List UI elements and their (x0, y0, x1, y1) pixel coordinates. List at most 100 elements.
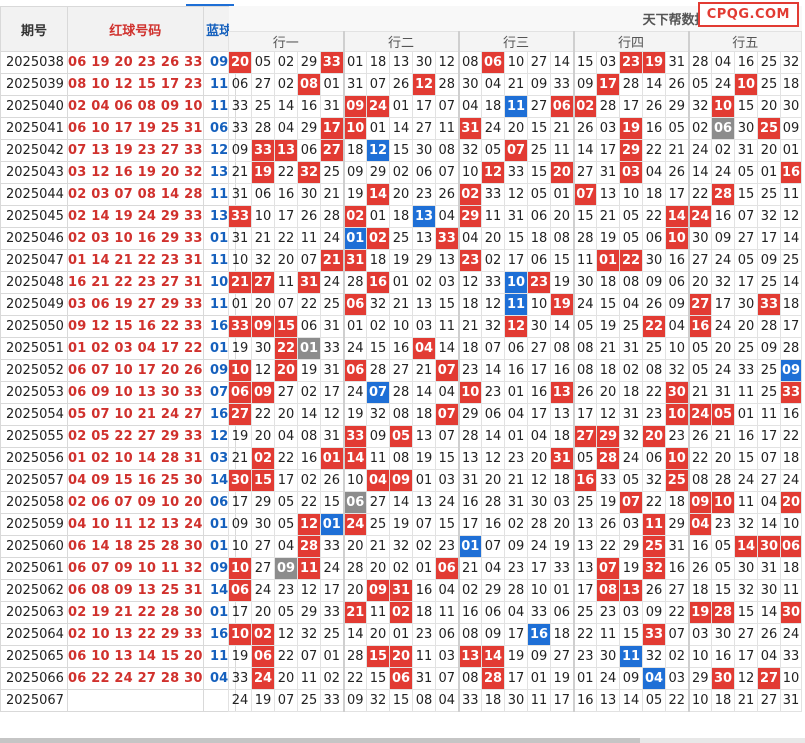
issue-number: 2025064 (0, 623, 68, 646)
grid-cell: 03 (596, 50, 620, 74)
scrollbar-thumb[interactable] (0, 738, 640, 743)
grid-cell: 02 (457, 182, 482, 206)
grid-cell: 26 (596, 512, 620, 536)
grid-cell: 31 (757, 556, 781, 580)
grid-cell: 21 (342, 600, 367, 624)
grid-cell: 30 (734, 292, 758, 316)
grid-cell: 08 (596, 578, 620, 602)
grid-cell: 03 (619, 512, 643, 536)
grid-cell: 03 (435, 644, 459, 668)
grid-cell: 22 (642, 204, 666, 228)
grid-cell: 11 (619, 644, 643, 668)
group-header: 行三 (457, 30, 574, 52)
grid-cell: 33 (527, 600, 551, 624)
grid-cell: 29 (366, 160, 390, 184)
grid-cell: 32 (481, 314, 505, 338)
grid-cell: 06 (228, 72, 252, 96)
grid-cell: 27 (389, 358, 413, 382)
grid-cell: 24 (366, 94, 390, 118)
grid-cell: 25 (366, 512, 390, 536)
grid-cell: 06 (297, 138, 321, 162)
issue-row: 2025063 02 19 21 22 28 30 01 (0, 601, 236, 624)
grid-cell: 21 (412, 358, 436, 382)
grid-cell: 15 (619, 622, 643, 646)
grid-row: 33 25 14 16 31 09 24 01 17 07 04 18 11 27 06 02 28 17 26 29… (228, 94, 802, 118)
grid-cell: 17 (320, 380, 344, 404)
grid-cell: 32 (366, 688, 390, 712)
grid-cell: 18 (619, 380, 643, 404)
grid-cell: 19 (342, 182, 367, 206)
grid-cell: 17 (228, 490, 252, 514)
grid-cell: 06 (711, 116, 735, 140)
grid-cell: 32 (757, 204, 781, 228)
grid-cell: 12 (596, 402, 620, 426)
red-ball-numbers: 02 10 13 22 29 33 (67, 623, 204, 646)
grid-cell: 09 (665, 292, 689, 316)
grid-cell: 08 (687, 468, 712, 492)
grid-cell: 21 (734, 688, 758, 712)
grid-cell: 24 (711, 248, 735, 272)
grid-cell: 19 (550, 666, 574, 690)
cpqg-logo[interactable]: CPQG.COM (697, 2, 799, 27)
grid-cell: 32 (711, 270, 735, 294)
grid-cell: 31 (504, 204, 528, 228)
group-header: 行四 (572, 30, 689, 52)
grid-cell: 10 (457, 160, 482, 184)
grid-cell: 29 (481, 578, 505, 602)
grid-cell: 19 (619, 116, 643, 140)
grid-cell: 09 (642, 600, 666, 624)
grid-cell: 26 (642, 94, 666, 118)
grid-cell: 24 (342, 380, 367, 404)
grid-cell: 22 (642, 314, 666, 338)
grid-cell: 16 (642, 116, 666, 140)
grid-cell: 03 (619, 160, 643, 184)
grid-cell: 21 (596, 336, 620, 360)
grid-cell: 14 (642, 72, 666, 96)
grid-cell: 20 (780, 490, 802, 514)
grid-cell: 11 (780, 182, 802, 206)
grid-cell: 27 (687, 248, 712, 272)
grid-cell: 30 (780, 94, 802, 118)
issue-number: 2025060 (0, 535, 68, 558)
grid-cell: 24 (320, 556, 344, 580)
grid-cell: 18 (596, 358, 620, 382)
grid-cell: 04 (435, 204, 459, 228)
grid-cell: 31 (320, 358, 344, 382)
grid-cell: 04 (619, 292, 643, 316)
grid-cell: 30 (457, 72, 482, 96)
grid-cell: 01 (320, 72, 344, 96)
grid-cell: 14 (366, 182, 390, 206)
grid-row: 09 30 05 12 01 24 25 19 07 15 17 16 02 28 20 13 26 03 11 29… (228, 512, 802, 536)
grid-cell: 29 (619, 138, 643, 162)
grid-cell: 07 (504, 138, 528, 162)
grid-cell: 16 (527, 622, 551, 646)
grid-cell: 07 (435, 358, 459, 382)
grid-cell: 27 (527, 94, 551, 118)
grid-cell: 24 (228, 688, 252, 712)
grid-cell: 27 (757, 666, 781, 690)
grid-cell: 14 (550, 50, 574, 74)
grid-cell: 30 (527, 490, 551, 514)
grid-cell: 30 (757, 534, 781, 558)
grid-cell: 19 (550, 270, 574, 294)
horizontal-scrollbar[interactable] (0, 738, 805, 743)
grid-cell: 20 (757, 94, 781, 118)
grid-cell: 10 (780, 666, 802, 690)
grid-cell: 24 (780, 622, 802, 646)
red-ball-numbers: 06 14 18 25 28 30 (67, 535, 204, 558)
red-ball-numbers: 05 07 10 21 24 27 (67, 403, 204, 426)
issue-number: 2025066 (0, 667, 68, 690)
grid-cell: 09 (342, 160, 367, 184)
grid-cell: 16 (481, 512, 505, 536)
grid-cell: 01 (389, 270, 413, 294)
grid-cell: 31 (665, 50, 689, 74)
grid-cell: 20 (527, 446, 551, 470)
grid-cell: 09 (251, 380, 275, 404)
issue-number: 2025053 (0, 381, 68, 404)
grid-cell: 29 (412, 248, 436, 272)
red-ball-numbers: 03 12 16 19 20 32 (67, 161, 204, 184)
grid-cell: 31 (665, 534, 689, 558)
grid-cell: 01 (389, 94, 413, 118)
red-ball-numbers: 06 10 13 14 15 20 (67, 645, 204, 668)
grid-cell: 09 (228, 512, 252, 536)
